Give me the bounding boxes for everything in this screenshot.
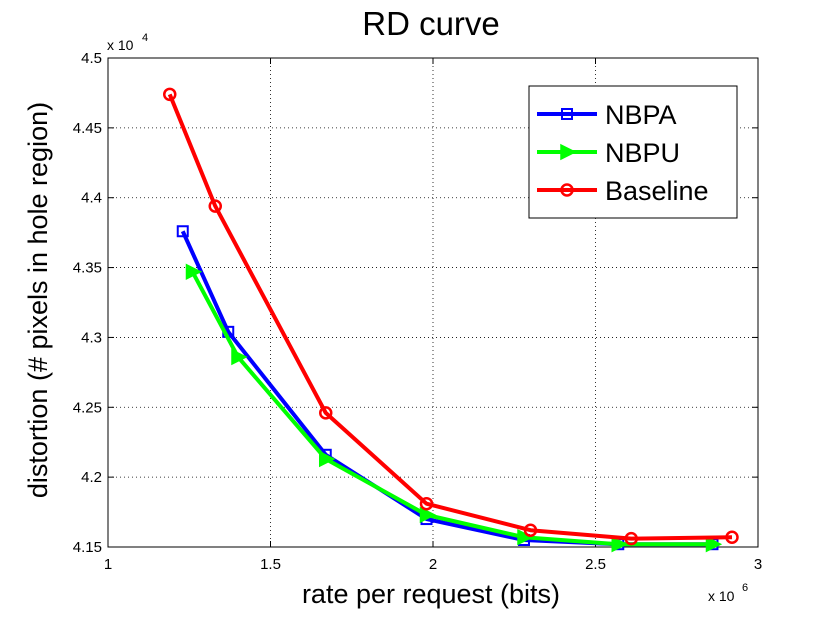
series-baseline — [163, 87, 739, 546]
legend-marker-nbpu — [560, 143, 577, 161]
data-point-nbpu — [705, 535, 723, 553]
data-point-baseline — [523, 523, 538, 537]
y-axis-label: distortion (# pixels in hole region) — [23, 102, 53, 498]
data-point-nbpu — [611, 535, 628, 553]
data-point-baseline — [208, 199, 222, 213]
data-point-baseline — [624, 531, 638, 546]
data-point-nbpu — [419, 506, 437, 524]
data-point-baseline — [163, 87, 177, 102]
legend-label-baseline: Baseline — [605, 176, 709, 206]
x-multiplier-exponent: 6 — [742, 582, 748, 594]
x-multiplier: x 10 6 — [708, 582, 748, 604]
data-point-baseline — [725, 530, 739, 544]
legend-item-baseline: Baseline — [537, 176, 709, 206]
chart-title: RD curve — [362, 5, 500, 42]
data-point-baseline — [419, 496, 434, 511]
x-tick-label: 1.5 — [260, 556, 281, 573]
grid — [108, 58, 758, 547]
series-nbpa — [176, 225, 719, 551]
y-tick-label: 4.2 — [81, 469, 102, 486]
legend-label-nbpa: NBPA — [605, 100, 677, 130]
data-point-baseline — [319, 406, 333, 420]
x-tick-label: 3 — [754, 556, 762, 573]
x-tick-label: 1 — [104, 556, 112, 573]
series-line-baseline — [167, 93, 733, 541]
series-layer — [163, 87, 739, 553]
data-point-nbpu — [231, 348, 248, 366]
series-nbpu — [185, 263, 723, 553]
y-tick-label: 4.25 — [73, 399, 102, 416]
legend-marker-nbpa — [561, 108, 573, 120]
legend-item-nbpa: NBPA — [537, 100, 677, 130]
y-tick-label: 4.5 — [81, 50, 102, 67]
y-multiplier-exponent: 4 — [142, 32, 148, 44]
x-multiplier-base: x 10 — [708, 588, 735, 604]
y-multiplier: x 10 4 — [107, 32, 148, 53]
y-tick-label: 4.45 — [73, 120, 102, 137]
data-point-nbpu — [319, 450, 336, 468]
data-point-nbpa — [176, 225, 189, 238]
x-axis-label: rate per request (bits) — [302, 579, 560, 609]
legend-marker-baseline — [560, 183, 574, 197]
y-multiplier-base: x 10 — [107, 37, 134, 53]
legend: NBPA NBPU Baseline — [528, 85, 738, 219]
data-point-nbpu — [185, 263, 203, 280]
y-tick-label: 4.15 — [73, 539, 102, 556]
y-tick-label: 4.3 — [81, 329, 102, 346]
legend-label-nbpu: NBPU — [605, 138, 680, 168]
x-tick-label: 2 — [429, 556, 437, 573]
x-tick-label: 2.5 — [585, 556, 606, 573]
ticks: 1 1.5 2 2.5 3 4.15 4.2 4.25 4.3 4.35 4.4 4.45 4.5 — [73, 50, 762, 573]
y-tick-label: 4.35 — [73, 260, 102, 277]
y-tick-label: 4.4 — [81, 190, 102, 207]
legend-item-nbpu: NBPU — [537, 138, 680, 168]
